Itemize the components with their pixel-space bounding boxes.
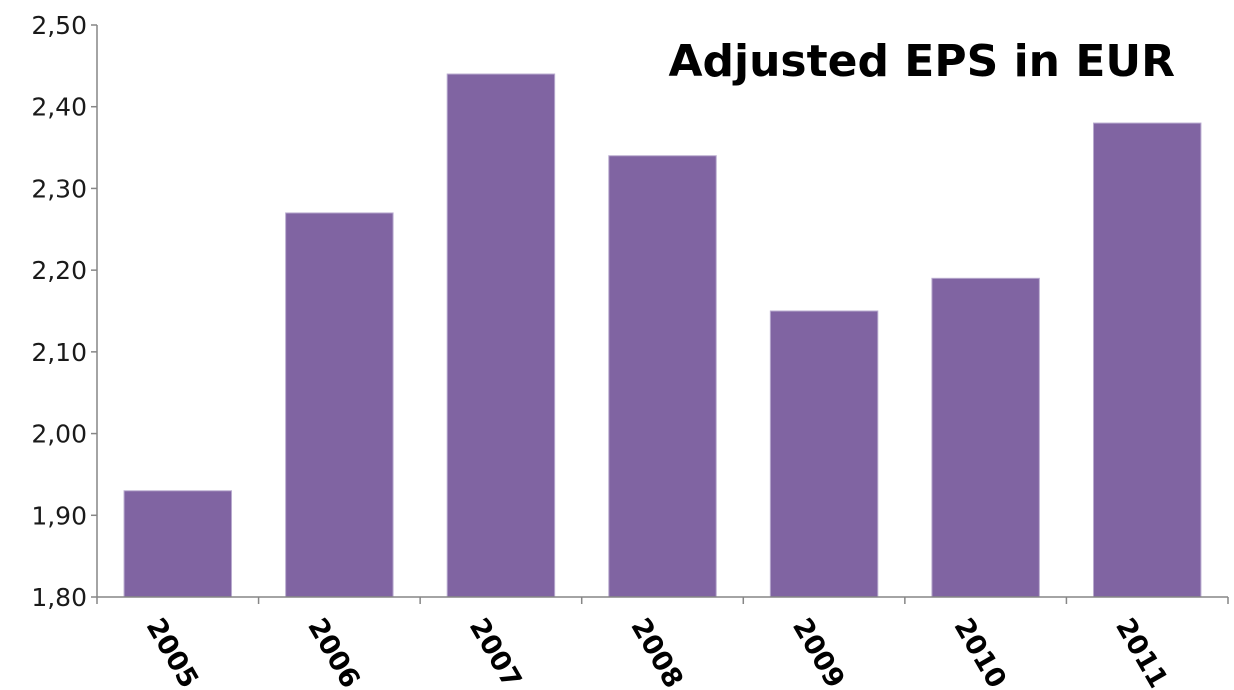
- bar-2007: [446, 73, 556, 598]
- y-tick-label: 2,50: [31, 11, 87, 40]
- chart-title: Adjusted EPS in EUR: [668, 36, 1175, 87]
- axes-group: [91, 24, 1229, 604]
- bar-2010: [931, 277, 1040, 598]
- x-category-label: 2010: [948, 613, 1012, 690]
- y-tick-label: 2,40: [31, 93, 87, 122]
- bar-2011: [1092, 122, 1202, 598]
- x-category-label: 2008: [624, 613, 688, 690]
- bar-2009: [769, 310, 879, 598]
- x-category-label: 2007: [463, 613, 527, 690]
- bar-2005: [123, 490, 233, 598]
- y-tick-label: 2,30: [31, 174, 87, 203]
- y-tick-label: 2,00: [31, 420, 87, 449]
- y-tick-label: 2,10: [31, 338, 87, 367]
- x-category-label: 2005: [140, 613, 204, 690]
- x-category-label: 2006: [301, 613, 365, 690]
- bars-group: [123, 73, 1202, 598]
- x-category-label: 2011: [1109, 613, 1173, 690]
- bar-2008: [608, 155, 717, 598]
- y-tick-label: 1,80: [31, 583, 87, 612]
- x-category-label: 2009: [786, 613, 850, 690]
- y-tick-label: 1,90: [31, 501, 87, 530]
- y-tick-label: 2,20: [31, 256, 87, 285]
- bar-2006: [285, 212, 394, 598]
